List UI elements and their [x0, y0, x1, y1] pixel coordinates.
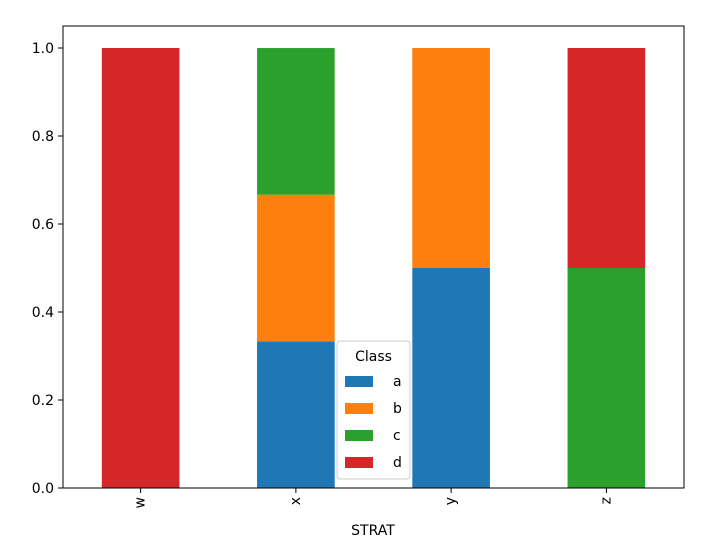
- y-tick-label: 0.2: [32, 393, 54, 409]
- bar-x-a: [257, 341, 335, 488]
- x-tick-label: x: [288, 497, 304, 505]
- y-tick-label: 0.8: [32, 129, 54, 145]
- bar-y-a: [412, 268, 490, 488]
- bars-group: [101, 48, 646, 488]
- x-axis: w x y z: [133, 488, 614, 508]
- y-tick-label: 0.6: [32, 217, 54, 233]
- legend-title: Class: [355, 349, 392, 365]
- y-tick-label: 1.0: [32, 41, 54, 57]
- bar-w-d: [101, 48, 180, 488]
- legend-label-b: b: [393, 401, 402, 417]
- legend-swatch-a: [345, 376, 373, 387]
- legend-swatch-b: [345, 403, 373, 414]
- bar-z-d: [567, 48, 646, 268]
- x-tick-label: y: [443, 497, 459, 505]
- legend-label-c: c: [393, 428, 401, 444]
- bar-z-c: [567, 268, 646, 488]
- y-axis: 0.0 0.2 0.4 0.6 0.8 1.0: [32, 41, 63, 497]
- x-tick-label: z: [598, 497, 614, 504]
- y-tick-label: 0.0: [32, 481, 54, 497]
- legend-box: [336, 340, 411, 480]
- bar-y-b: [412, 48, 490, 268]
- legend-swatch-c: [345, 430, 373, 441]
- x-tick-label: w: [133, 497, 149, 508]
- legend-label-a: a: [393, 374, 402, 390]
- plot-frame: [62, 25, 685, 489]
- bar-x-b: [257, 194, 335, 342]
- bar-x-c: [257, 48, 335, 195]
- x-axis-label: STRAT: [351, 523, 395, 539]
- legend-label-d: d: [393, 455, 402, 471]
- legend-swatch-d: [345, 457, 373, 468]
- y-tick-label: 0.4: [32, 305, 54, 321]
